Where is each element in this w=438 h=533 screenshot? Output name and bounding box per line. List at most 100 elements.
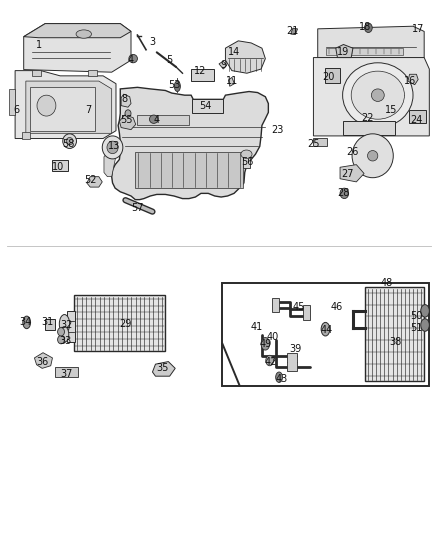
Ellipse shape [261,337,270,350]
Text: 13: 13 [108,141,120,151]
Text: 12: 12 [194,66,206,76]
Text: 21: 21 [286,27,298,36]
Ellipse shape [351,71,404,119]
Ellipse shape [276,372,283,383]
Text: 27: 27 [342,168,354,179]
Polygon shape [53,160,68,171]
Ellipse shape [371,89,384,101]
Text: 18: 18 [359,22,371,33]
Text: 22: 22 [361,112,373,123]
Text: 37: 37 [60,369,73,378]
Polygon shape [67,311,75,342]
Polygon shape [314,58,429,136]
Text: 16: 16 [404,76,416,86]
Text: 51: 51 [410,323,423,333]
Text: 42: 42 [264,357,277,367]
Ellipse shape [340,188,349,199]
Text: 31: 31 [41,317,53,327]
Text: 11: 11 [226,76,238,86]
Text: 15: 15 [385,105,397,115]
Ellipse shape [102,136,123,159]
Ellipse shape [76,30,92,38]
Ellipse shape [129,54,138,63]
Polygon shape [21,132,30,139]
Polygon shape [120,115,136,130]
Polygon shape [365,287,424,382]
Text: 32: 32 [60,320,73,330]
Ellipse shape [107,141,118,154]
Polygon shape [152,361,175,376]
Ellipse shape [58,335,64,344]
Text: 17: 17 [413,24,425,34]
Text: 28: 28 [337,188,350,198]
Polygon shape [26,81,112,133]
Polygon shape [24,23,131,38]
Polygon shape [287,353,297,371]
Polygon shape [272,298,279,312]
Polygon shape [303,305,310,320]
Text: 14: 14 [228,47,240,58]
Text: 4: 4 [154,115,160,125]
Ellipse shape [125,110,131,117]
Polygon shape [15,71,116,139]
Text: 55: 55 [120,115,133,125]
Polygon shape [340,165,364,182]
Polygon shape [336,45,353,58]
Polygon shape [112,87,268,200]
Polygon shape [135,151,243,188]
Text: 3: 3 [149,37,155,47]
Polygon shape [88,70,97,76]
Polygon shape [192,99,223,114]
Polygon shape [219,61,227,69]
Polygon shape [408,74,418,85]
Text: 10: 10 [52,162,64,172]
Text: 52: 52 [84,175,96,185]
Text: 49: 49 [259,339,272,349]
Ellipse shape [421,305,429,317]
Text: 8: 8 [121,94,127,104]
Text: 23: 23 [271,125,283,135]
Text: 34: 34 [20,317,32,327]
Text: 56: 56 [241,157,253,167]
Ellipse shape [66,138,73,145]
Polygon shape [9,89,15,115]
Text: 54: 54 [199,101,212,111]
Polygon shape [318,26,424,58]
Polygon shape [138,115,189,125]
Ellipse shape [60,327,69,342]
Text: 26: 26 [346,147,358,157]
Ellipse shape [149,115,158,123]
Text: 46: 46 [331,302,343,312]
Polygon shape [226,41,265,73]
Text: 9: 9 [220,60,226,70]
Text: 5: 5 [166,55,173,65]
Text: 43: 43 [275,374,287,384]
Text: 38: 38 [389,337,401,347]
Text: 39: 39 [289,344,301,354]
Polygon shape [35,353,53,368]
Text: 50: 50 [410,311,423,321]
Ellipse shape [37,95,56,116]
Text: 19: 19 [337,47,350,58]
Polygon shape [32,70,41,76]
Text: 58: 58 [62,139,74,149]
Ellipse shape [364,23,372,33]
Text: 4: 4 [128,55,134,65]
Polygon shape [326,48,403,55]
Ellipse shape [343,63,413,127]
Text: 41: 41 [250,321,262,332]
Ellipse shape [321,322,330,336]
Polygon shape [45,319,55,330]
Polygon shape [24,23,131,72]
Polygon shape [30,87,95,131]
Text: 48: 48 [380,278,392,288]
Ellipse shape [174,81,180,92]
Polygon shape [409,110,426,123]
Text: 24: 24 [410,115,423,125]
Polygon shape [104,151,116,176]
Ellipse shape [352,134,393,177]
Ellipse shape [421,319,429,332]
Text: 53: 53 [168,80,180,90]
Text: 45: 45 [292,302,304,312]
Ellipse shape [23,316,31,329]
